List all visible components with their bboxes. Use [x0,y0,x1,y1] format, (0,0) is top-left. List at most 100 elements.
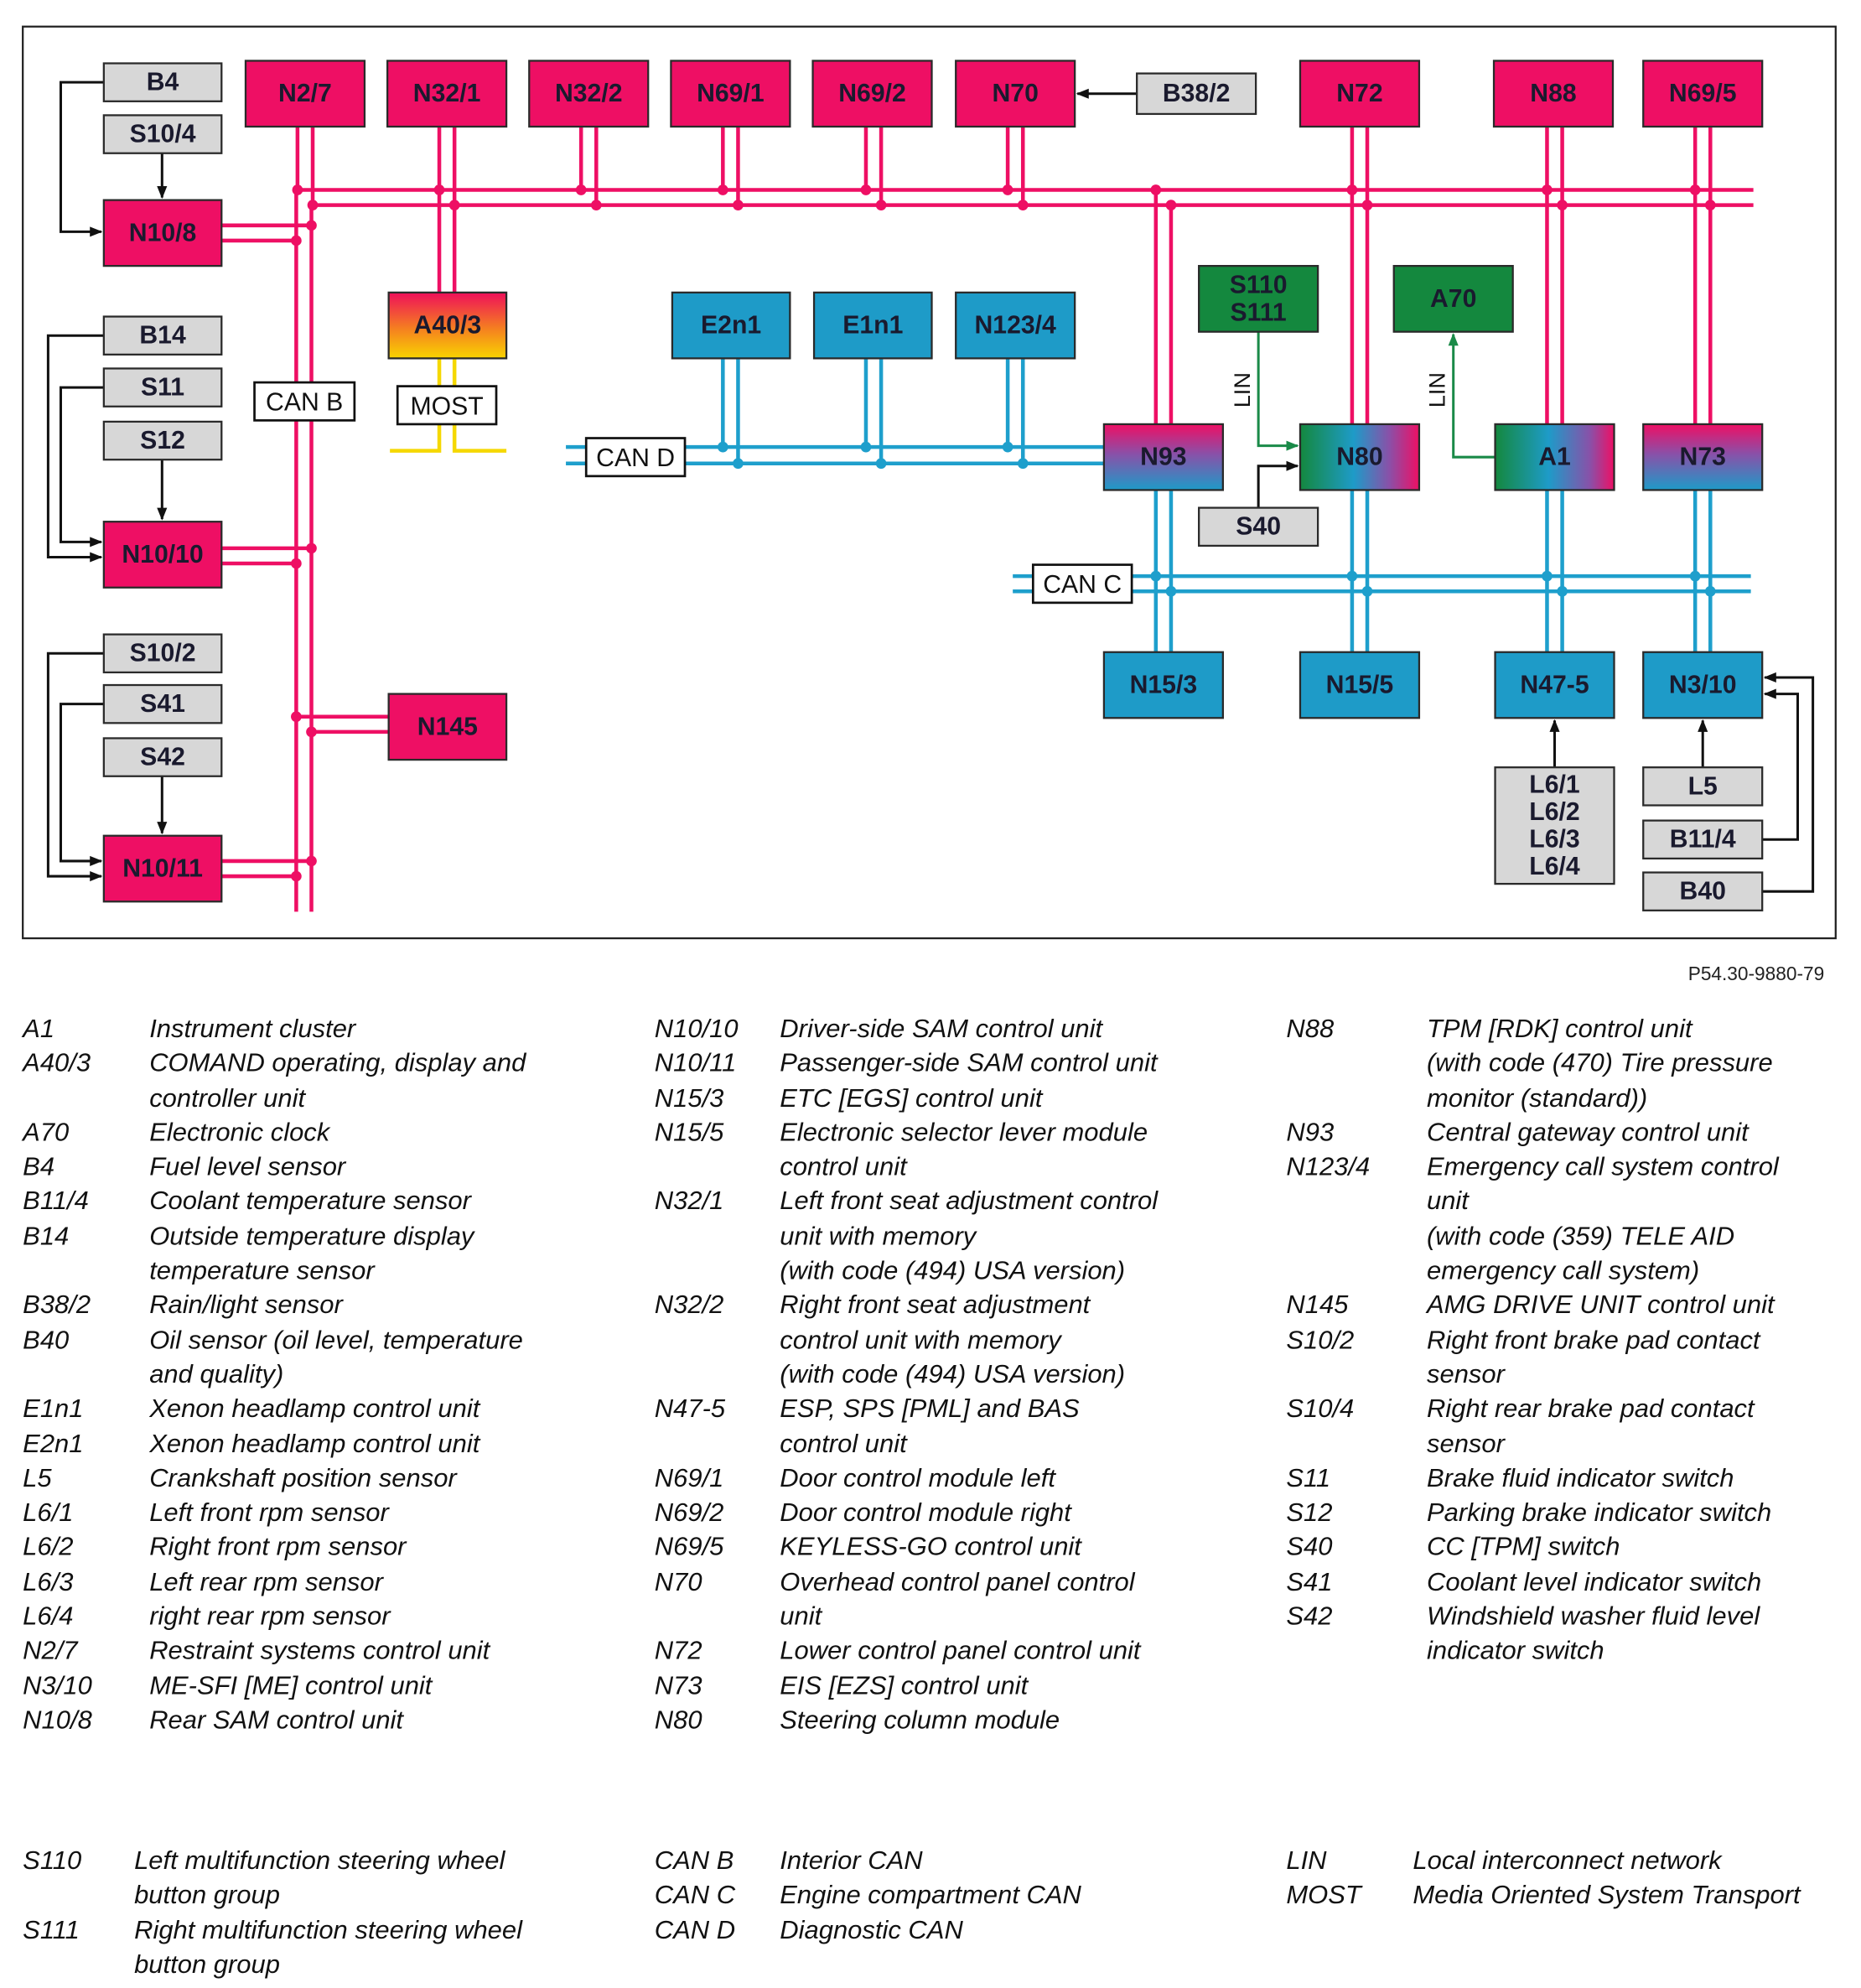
legend-code: L6/3 [23,1567,74,1596]
component-s10-4: S10/4 [102,114,223,154]
legend-code: E2n1 [23,1429,84,1459]
legend-description: Parking brake indicator switch [1427,1496,1771,1530]
legend-entry: N69/1 Door control module left [655,1461,1158,1496]
bus-junction [1557,585,1568,597]
legend-entry: N70 Overhead control panel control unit [655,1565,1158,1633]
component-label: B40 [1680,878,1726,906]
component-label: N3/10 [1669,672,1737,699]
legend-entry: N10/8 Rear SAM control unit [23,1703,526,1737]
legend-entry: L6/1 Left front rpm sensor [23,1496,526,1530]
legend-description-line: Right rear brake pad contact [1426,1394,1755,1424]
signal-arrow [59,386,104,548]
legend-description-line: temperature sensor [149,1256,375,1285]
bus-junction [875,458,887,470]
signal-arrow [1762,672,1815,893]
legend-description-line: Outside temperature display [149,1222,474,1251]
legend-description-line: KEYLESS-GO control unit [780,1533,1081,1562]
component-b40: B40 [1642,871,1764,911]
bus-junction [1165,200,1177,210]
legend-description: Engine compartment CAN [780,1878,1081,1913]
component-n10-11: N10/11 [102,834,223,903]
component-label: N10/8 [129,219,197,247]
component-box [1136,72,1257,116]
bus-junction [1557,200,1568,210]
component-s41: S41 [102,683,223,724]
legend-entry: CAN D Diagnostic CAN [655,1913,1081,1947]
legend-description-line: Oil sensor (oil level, temperature [149,1325,523,1355]
component-label: N69/1 [697,80,765,107]
component-box [102,420,223,461]
legend-description-line: Door control module right [780,1497,1071,1528]
bus-junction [1689,570,1701,582]
legend-description-line: ESP, SPS [PML] and BAS [780,1394,1080,1424]
legend-description: Restraint systems control unit [149,1634,490,1669]
legend-code: N93 [1286,1118,1335,1148]
legend-entry: B40 Oil sensor (oil level, temperature and… [23,1323,526,1392]
component-box [1299,423,1421,491]
legend-description: CC [TPM] switch [1427,1530,1620,1565]
legend-code: N73 [654,1670,702,1700]
legend-description: Right front brake pad contact sensor [1427,1323,1760,1392]
bus-junction [291,235,302,247]
bus-junction [1150,184,1162,195]
component-label: B14 [139,322,186,350]
component-box [102,737,223,777]
component-label: S42 [140,744,185,771]
legend-description: Left multifunction steering wheel button … [134,1844,505,1913]
legend-column: CAN B Interior CAN CAN C Engine compartment… [655,1844,1081,1948]
legend-description: Door control module left [780,1461,1055,1496]
legend-code: N10/10 [654,1014,739,1044]
legend-code: L5 [23,1463,52,1493]
component-box [671,291,791,360]
figure-reference-number: P54.30-9880-79 [1687,963,1825,985]
bus-label-text: MOST [410,392,483,420]
component-box [955,60,1076,128]
component-box [812,291,933,360]
legend-description: Right front seat adjustment control unit … [780,1288,1125,1392]
bus-junction [306,855,317,867]
legend-description: Xenon headlamp control unit [149,1392,480,1426]
legend-code: S111 [23,1915,80,1945]
component-s11: S11 [102,367,223,407]
legend-description: Fuel level sensor [149,1150,345,1185]
signal-arrow [1257,460,1299,508]
legend-description-line: button group [134,1881,280,1910]
component-box [811,60,933,128]
legend-description-line: Driver-side SAM control unit [780,1014,1103,1044]
legend-code: N70 [654,1567,702,1596]
legend-description: COMAND operating, display and controller … [149,1046,526,1115]
legend-code: N32/2 [654,1290,724,1321]
legend-description-line: Right front rpm sensor [149,1533,407,1562]
component-box [1642,60,1764,128]
bus-junction [575,184,587,195]
legend-description-line: AMG DRIVE UNIT control unit [1426,1290,1775,1321]
legend-description: ME-SFI [ME] control unit [149,1669,432,1703]
signal-arrow [59,703,104,866]
legend-entry: N15/3 ETC [EGS] control unit [655,1081,1158,1115]
component-s40: S40 [1198,506,1319,548]
component-box [670,60,791,128]
legend-code: N145 [1286,1290,1349,1321]
bus-label-can-d: CAN D [584,437,687,478]
component-n47-5: N47-5 [1494,651,1615,719]
component-n69-2: N69/2 [811,60,933,128]
component-n73: N73 [1642,423,1764,491]
legend-description: Driver-side SAM control unit [780,1012,1102,1046]
legend-code: N2/7 [23,1636,78,1666]
legend-description-line: (with code (470) Tire pressure [1426,1048,1773,1078]
legend-description: Right rear brake pad contact sensor [1427,1392,1755,1461]
lin-line [1257,331,1299,451]
legend-description: Right multifunction steering wheel button… [134,1913,522,1981]
component-l5: L5 [1642,766,1764,807]
component-label: E1n1 [842,312,903,340]
legend-code: N47-5 [654,1394,726,1424]
legend-code: N32/1 [654,1186,724,1217]
component-n10-8: N10/8 [102,199,223,267]
legend-description-line: Brake fluid indicator switch [1426,1463,1734,1493]
component-n93: N93 [1102,423,1224,491]
legend-description: Coolant temperature sensor [149,1185,471,1219]
component-e1n1: E1n1 [812,291,933,360]
legend-code: B14 [23,1222,70,1251]
component-label: A1 [1538,444,1571,471]
